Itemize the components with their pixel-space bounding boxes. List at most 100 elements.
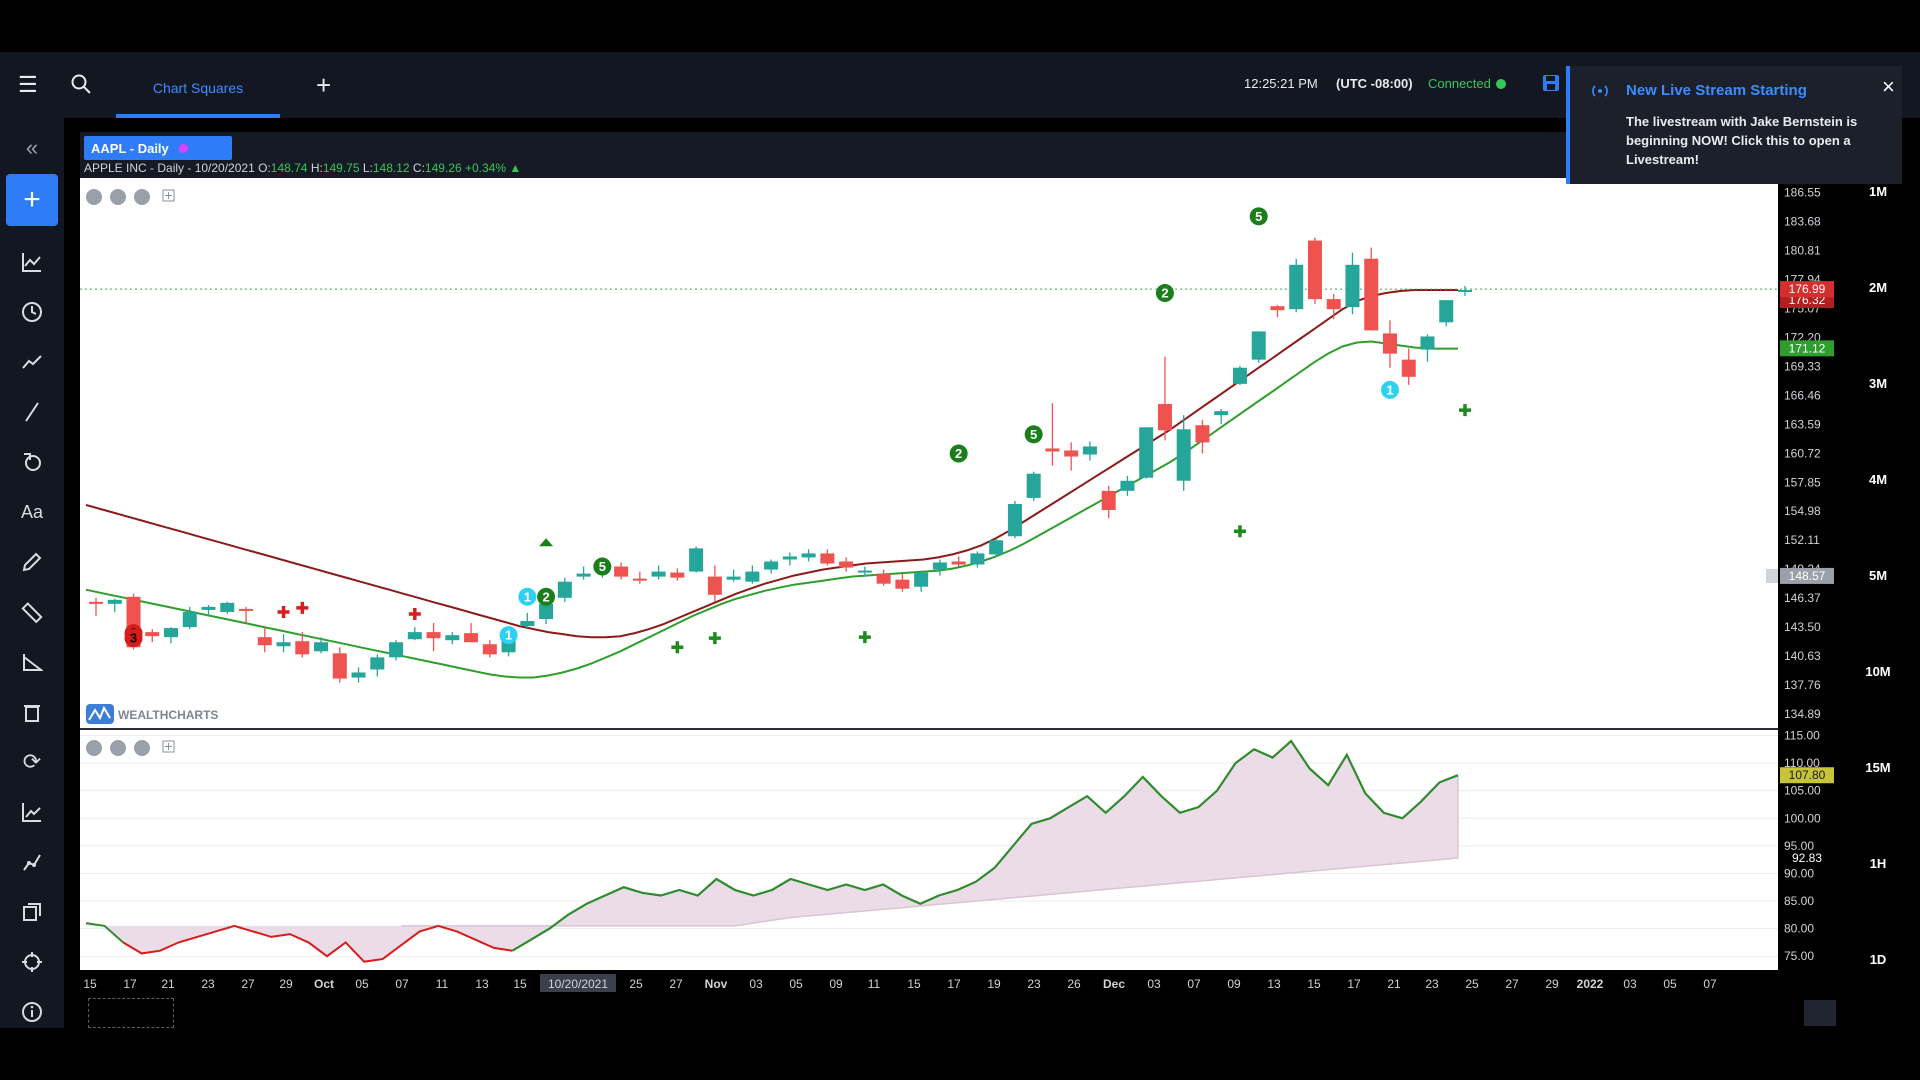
save-icon[interactable] (1542, 74, 1560, 97)
collapse-icon[interactable]: « (25, 135, 39, 160)
tab-chart-squares[interactable]: Chart Squares (116, 52, 280, 118)
candle (1026, 473, 1041, 498)
pencil-icon[interactable] (6, 542, 58, 582)
pattern-icon[interactable] (6, 842, 58, 882)
count-circle-green (949, 444, 968, 463)
time-axis[interactable] (80, 970, 1836, 998)
shape-icon[interactable] (6, 442, 58, 482)
count-circle-cyan (518, 587, 537, 606)
timezone[interactable]: (UTC -08:00) (1336, 76, 1413, 91)
timeframe-3m[interactable]: 3M (1868, 376, 1888, 391)
time-axis-label: 27 (241, 977, 255, 991)
oscillator-base-badge (1780, 849, 1834, 866)
tab-label: Chart Squares (152, 80, 244, 96)
candle (557, 581, 572, 598)
search-icon[interactable] (70, 73, 92, 99)
oscillator-base-badge-text: 92.83 (1792, 851, 1822, 865)
time-axis-label: Dec (1103, 977, 1125, 991)
oscillator-line-negative (122, 924, 513, 963)
add-icon[interactable]: + (6, 174, 58, 226)
trash-icon[interactable] (6, 692, 58, 732)
compare-icon[interactable] (6, 792, 58, 832)
info-icon[interactable] (6, 992, 58, 1032)
timeframe-4m[interactable]: 4M (1868, 472, 1888, 487)
candle (426, 632, 441, 639)
pane-divider[interactable] (80, 728, 1778, 730)
pane-down-icon (110, 189, 126, 205)
count-circle-cyan (499, 626, 518, 645)
candle (407, 632, 422, 640)
buy-signal-plus (858, 631, 871, 644)
timeframe-1d[interactable]: 1D (1869, 952, 1887, 967)
price-marks: 25252511123 (80, 207, 1778, 683)
price-axis-label: 134.89 (1784, 707, 1821, 721)
price-axis-label: 157.85 (1784, 475, 1821, 489)
timeframe-10m[interactable]: 10M (1865, 664, 1891, 679)
price-axis-label: 137.76 (1784, 678, 1821, 692)
text-icon[interactable]: Aa (20, 501, 44, 522)
clock-icon[interactable] (6, 292, 58, 332)
oscillator-axis-label: 115.00 (1784, 729, 1820, 743)
candle (726, 576, 741, 580)
livestream-notification[interactable]: New Live Stream Starting The livestream … (1566, 66, 1902, 184)
count-circle-red-label: 3 (130, 631, 137, 646)
pane-up-icon (134, 740, 150, 756)
time-axis-label: 05 (789, 977, 803, 991)
time-axis-label: 2022 (1577, 977, 1604, 991)
symbol-tag[interactable]: AAPL - Daily (84, 136, 232, 160)
candle (989, 540, 1004, 555)
oscillator-marks (85, 739, 1459, 963)
fib-icon[interactable] (6, 642, 58, 682)
oscillator-line-start (85, 922, 124, 944)
time-axis-label: 29 (1545, 977, 1559, 991)
count-circle-green-label: 5 (1030, 427, 1037, 442)
timeframe-1h[interactable]: 1H (1869, 856, 1887, 871)
timeframe-5m[interactable]: 5M (1868, 568, 1888, 583)
timeframe-15m[interactable]: 15M (1865, 760, 1891, 775)
time-axis-label: 11 (436, 977, 449, 991)
candle (182, 611, 197, 628)
ruler-icon[interactable] (6, 592, 58, 632)
add-tab-icon[interactable]: + (316, 70, 332, 100)
candle (1101, 490, 1116, 511)
oscillator-axis-label: 80.00 (1784, 922, 1814, 936)
candle (370, 657, 385, 670)
count-circle-cyan-label: 1 (524, 589, 531, 604)
candle (1270, 306, 1285, 311)
candle (239, 608, 254, 611)
pane-expand-icon (162, 189, 175, 202)
price-axis-label: 180.81 (1784, 244, 1821, 258)
drawing-placeholder[interactable] (88, 998, 174, 1028)
symbol-color-dot[interactable] (179, 144, 188, 153)
moving-average-red (85, 289, 1458, 639)
corner-button[interactable] (1804, 1000, 1836, 1026)
oscillator-axis-label: 110.00 (1784, 756, 1820, 770)
connection-status: Connected (1428, 76, 1491, 91)
indicator-icon[interactable] (6, 242, 58, 282)
time-axis-label: 13 (475, 977, 489, 991)
timeframe-1m[interactable]: 1M (1868, 184, 1888, 199)
crosshair-icon[interactable] (6, 942, 58, 982)
ma-green-badge-text: 171.12 (1789, 341, 1826, 355)
candle (576, 573, 591, 577)
candle (1195, 425, 1210, 443)
candle (1420, 336, 1435, 350)
candle (1439, 300, 1454, 323)
trend-icon[interactable] (6, 342, 58, 382)
layers-icon[interactable] (6, 892, 58, 932)
price-pane[interactable] (80, 178, 1778, 728)
count-circle-green (1155, 284, 1174, 303)
pane-down-icon (110, 740, 126, 756)
refresh-icon[interactable]: ⟳ (22, 749, 42, 774)
menu-icon[interactable]: ☰ (18, 72, 38, 97)
count-circle-green-label: 2 (542, 589, 549, 604)
up-arrow-icon: ▲ (509, 161, 522, 175)
oscillator-baseline (401, 857, 1459, 927)
close-icon[interactable]: × (1882, 74, 1895, 99)
candle (651, 571, 666, 577)
timeframe-2m[interactable]: 2M (1868, 280, 1888, 295)
line-icon[interactable] (6, 392, 58, 432)
chart-header (80, 132, 1836, 178)
price-chart[interactable]: 25252511123 186.55183.68180.81177.94175.… (80, 178, 1836, 998)
pane-expand-plus (165, 743, 172, 750)
